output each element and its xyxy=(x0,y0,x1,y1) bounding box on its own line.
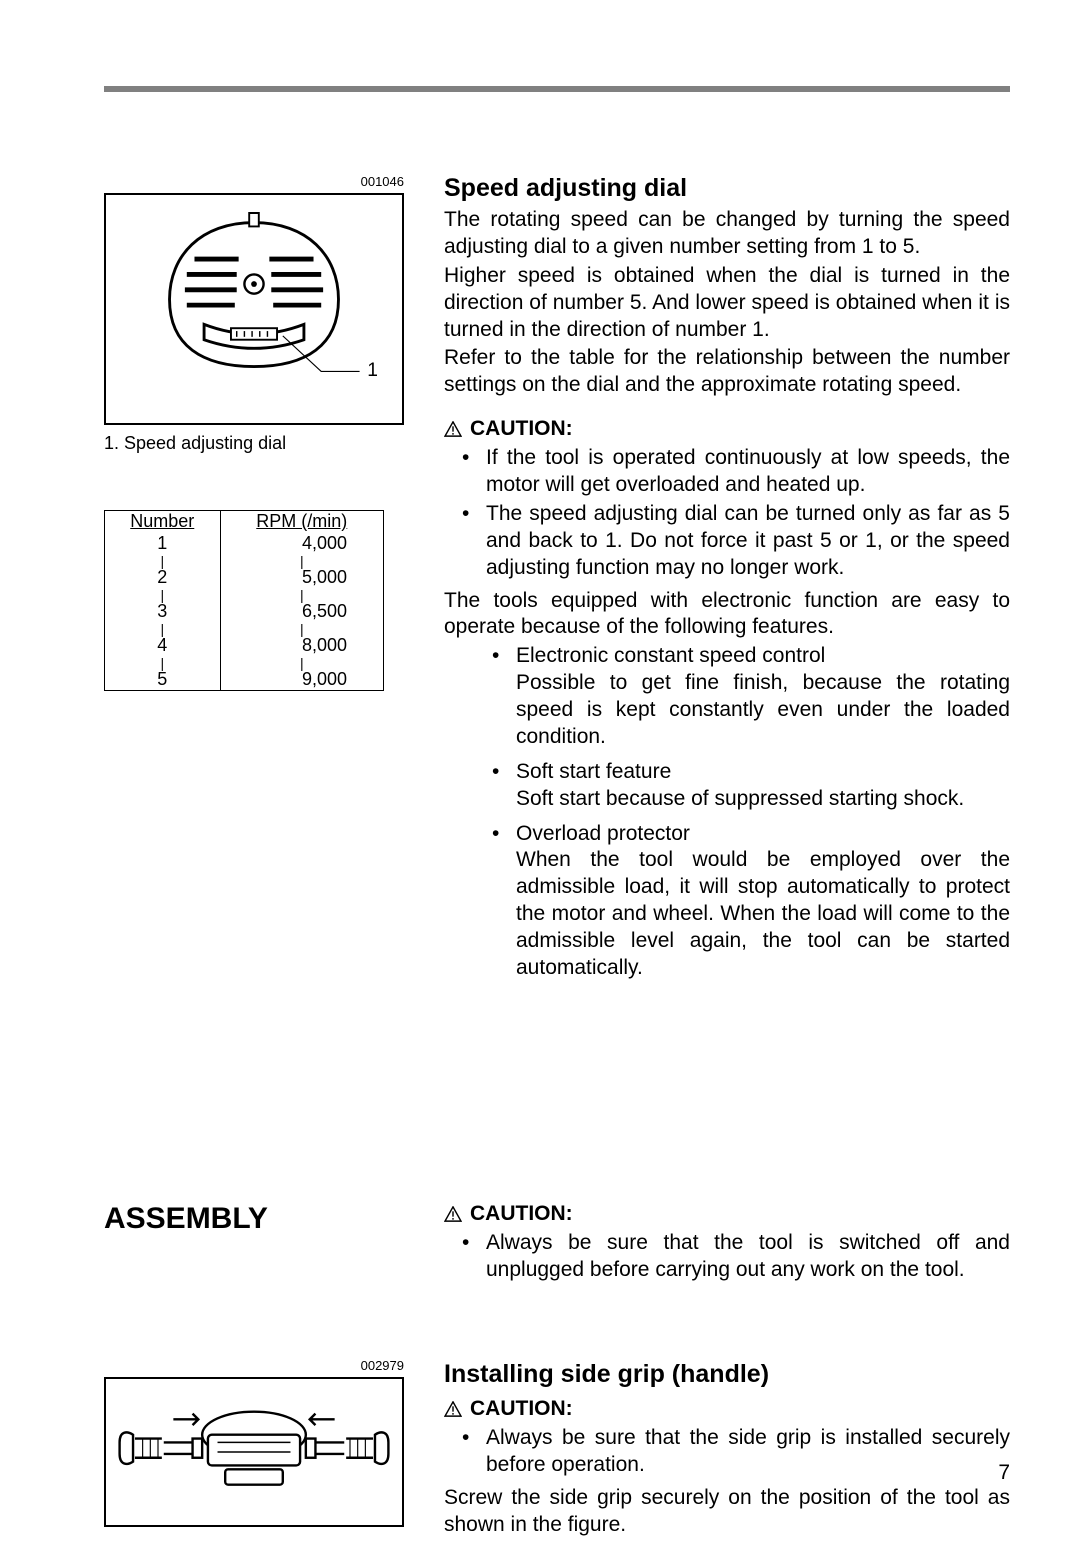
feature-title: Soft start feature xyxy=(516,760,671,783)
list-item: The speed adjusting dial can be turned o… xyxy=(444,501,1010,582)
paragraph: The rotating speed can be changed by tur… xyxy=(444,207,1010,261)
speed-dial-heading: Speed adjusting dial xyxy=(444,174,1010,203)
table-separator: | xyxy=(220,623,383,635)
paragraph: The tools equipped with electronic funct… xyxy=(444,588,1010,642)
list-item: Always be sure that the tool is switched… xyxy=(444,1230,1010,1284)
list-item: Soft start feature Soft start because of… xyxy=(444,759,1010,813)
feature-body: When the tool would be employed over the… xyxy=(516,848,1010,979)
rpm-col-rpm: RPM (/min) xyxy=(220,511,383,533)
figure-2-code: 002979 xyxy=(104,1358,404,1373)
table-separator: | xyxy=(220,555,383,567)
table-cell: 6,500 xyxy=(220,601,383,623)
list-item: Overload protector When the tool would b… xyxy=(444,821,1010,982)
figure-1-box: 1 xyxy=(104,193,404,425)
feature-title: Electronic constant speed control xyxy=(516,644,825,667)
caution-list: Always be sure that the side grip is ins… xyxy=(444,1425,1010,1479)
caution-list: If the tool is operated continuously at … xyxy=(444,445,1010,581)
side-grip-icon xyxy=(110,1382,398,1522)
features-list: Electronic constant speed control Possib… xyxy=(444,643,1010,982)
table-cell: 4,000 xyxy=(220,533,383,555)
left-column: 001046 xyxy=(104,174,404,691)
table-separator: | xyxy=(105,623,221,635)
rpm-col-number: Number xyxy=(105,511,221,533)
warning-icon xyxy=(444,1206,462,1222)
caution-row: CAUTION: xyxy=(444,1202,1010,1226)
figure-1-code: 001046 xyxy=(104,174,404,189)
figure-2-wrap: 002979 xyxy=(104,1358,404,1527)
figure-1-callout: 1 xyxy=(367,360,378,381)
list-item: Electronic constant speed control Possib… xyxy=(444,643,1010,751)
caution-label: CAUTION: xyxy=(470,1202,573,1226)
rpm-table: Number RPM (/min) 14,000 || 25,000 || 36… xyxy=(104,510,384,691)
caution-label: CAUTION: xyxy=(470,1397,573,1421)
table-cell: 5,000 xyxy=(220,567,383,589)
caution-row: CAUTION: xyxy=(444,1397,1010,1421)
table-cell: 8,000 xyxy=(220,635,383,657)
page-number: 7 xyxy=(998,1461,1010,1485)
warning-icon xyxy=(444,1401,462,1417)
assembly-heading: ASSEMBLY xyxy=(104,1202,268,1236)
header-rule xyxy=(104,86,1010,92)
caution-label: CAUTION: xyxy=(470,417,573,441)
table-cell: 5 xyxy=(105,669,221,691)
table-separator: | xyxy=(220,589,383,601)
caution-list: Always be sure that the tool is switched… xyxy=(444,1230,1010,1284)
figure-2-box xyxy=(104,1377,404,1527)
side-grip-heading: Installing side grip (handle) xyxy=(444,1360,1010,1389)
feature-body: Possible to get fine finish, because the… xyxy=(516,671,1010,748)
table-separator: | xyxy=(105,589,221,601)
table-cell: 4 xyxy=(105,635,221,657)
figure-1-caption: 1. Speed adjusting dial xyxy=(104,433,404,454)
table-cell: 2 xyxy=(105,567,221,589)
paragraph: Screw the side grip securely on the posi… xyxy=(444,1485,1010,1539)
table-cell: 9,000 xyxy=(220,669,383,691)
list-item: Always be sure that the side grip is ins… xyxy=(444,1425,1010,1479)
paragraph: Higher speed is obtained when the dial i… xyxy=(444,263,1010,344)
table-cell: 3 xyxy=(105,601,221,623)
list-item: If the tool is operated continuously at … xyxy=(444,445,1010,499)
table-separator: | xyxy=(105,555,221,567)
caution-row: CAUTION: xyxy=(444,417,1010,441)
paragraph: Refer to the table for the relationship … xyxy=(444,345,1010,399)
warning-icon xyxy=(444,421,462,437)
feature-title: Overload protector xyxy=(516,822,690,845)
table-separator: | xyxy=(220,657,383,669)
right-column-section-1: Speed adjusting dial The rotating speed … xyxy=(444,174,1010,990)
feature-body: Soft start because of suppressed startin… xyxy=(516,787,964,810)
table-cell: 1 xyxy=(105,533,221,555)
right-column-assembly: CAUTION: Always be sure that the tool is… xyxy=(444,1202,1010,1286)
table-separator: | xyxy=(105,657,221,669)
right-column-section-2: Installing side grip (handle) CAUTION: A… xyxy=(444,1360,1010,1541)
speed-dial-icon: 1 xyxy=(110,199,398,419)
